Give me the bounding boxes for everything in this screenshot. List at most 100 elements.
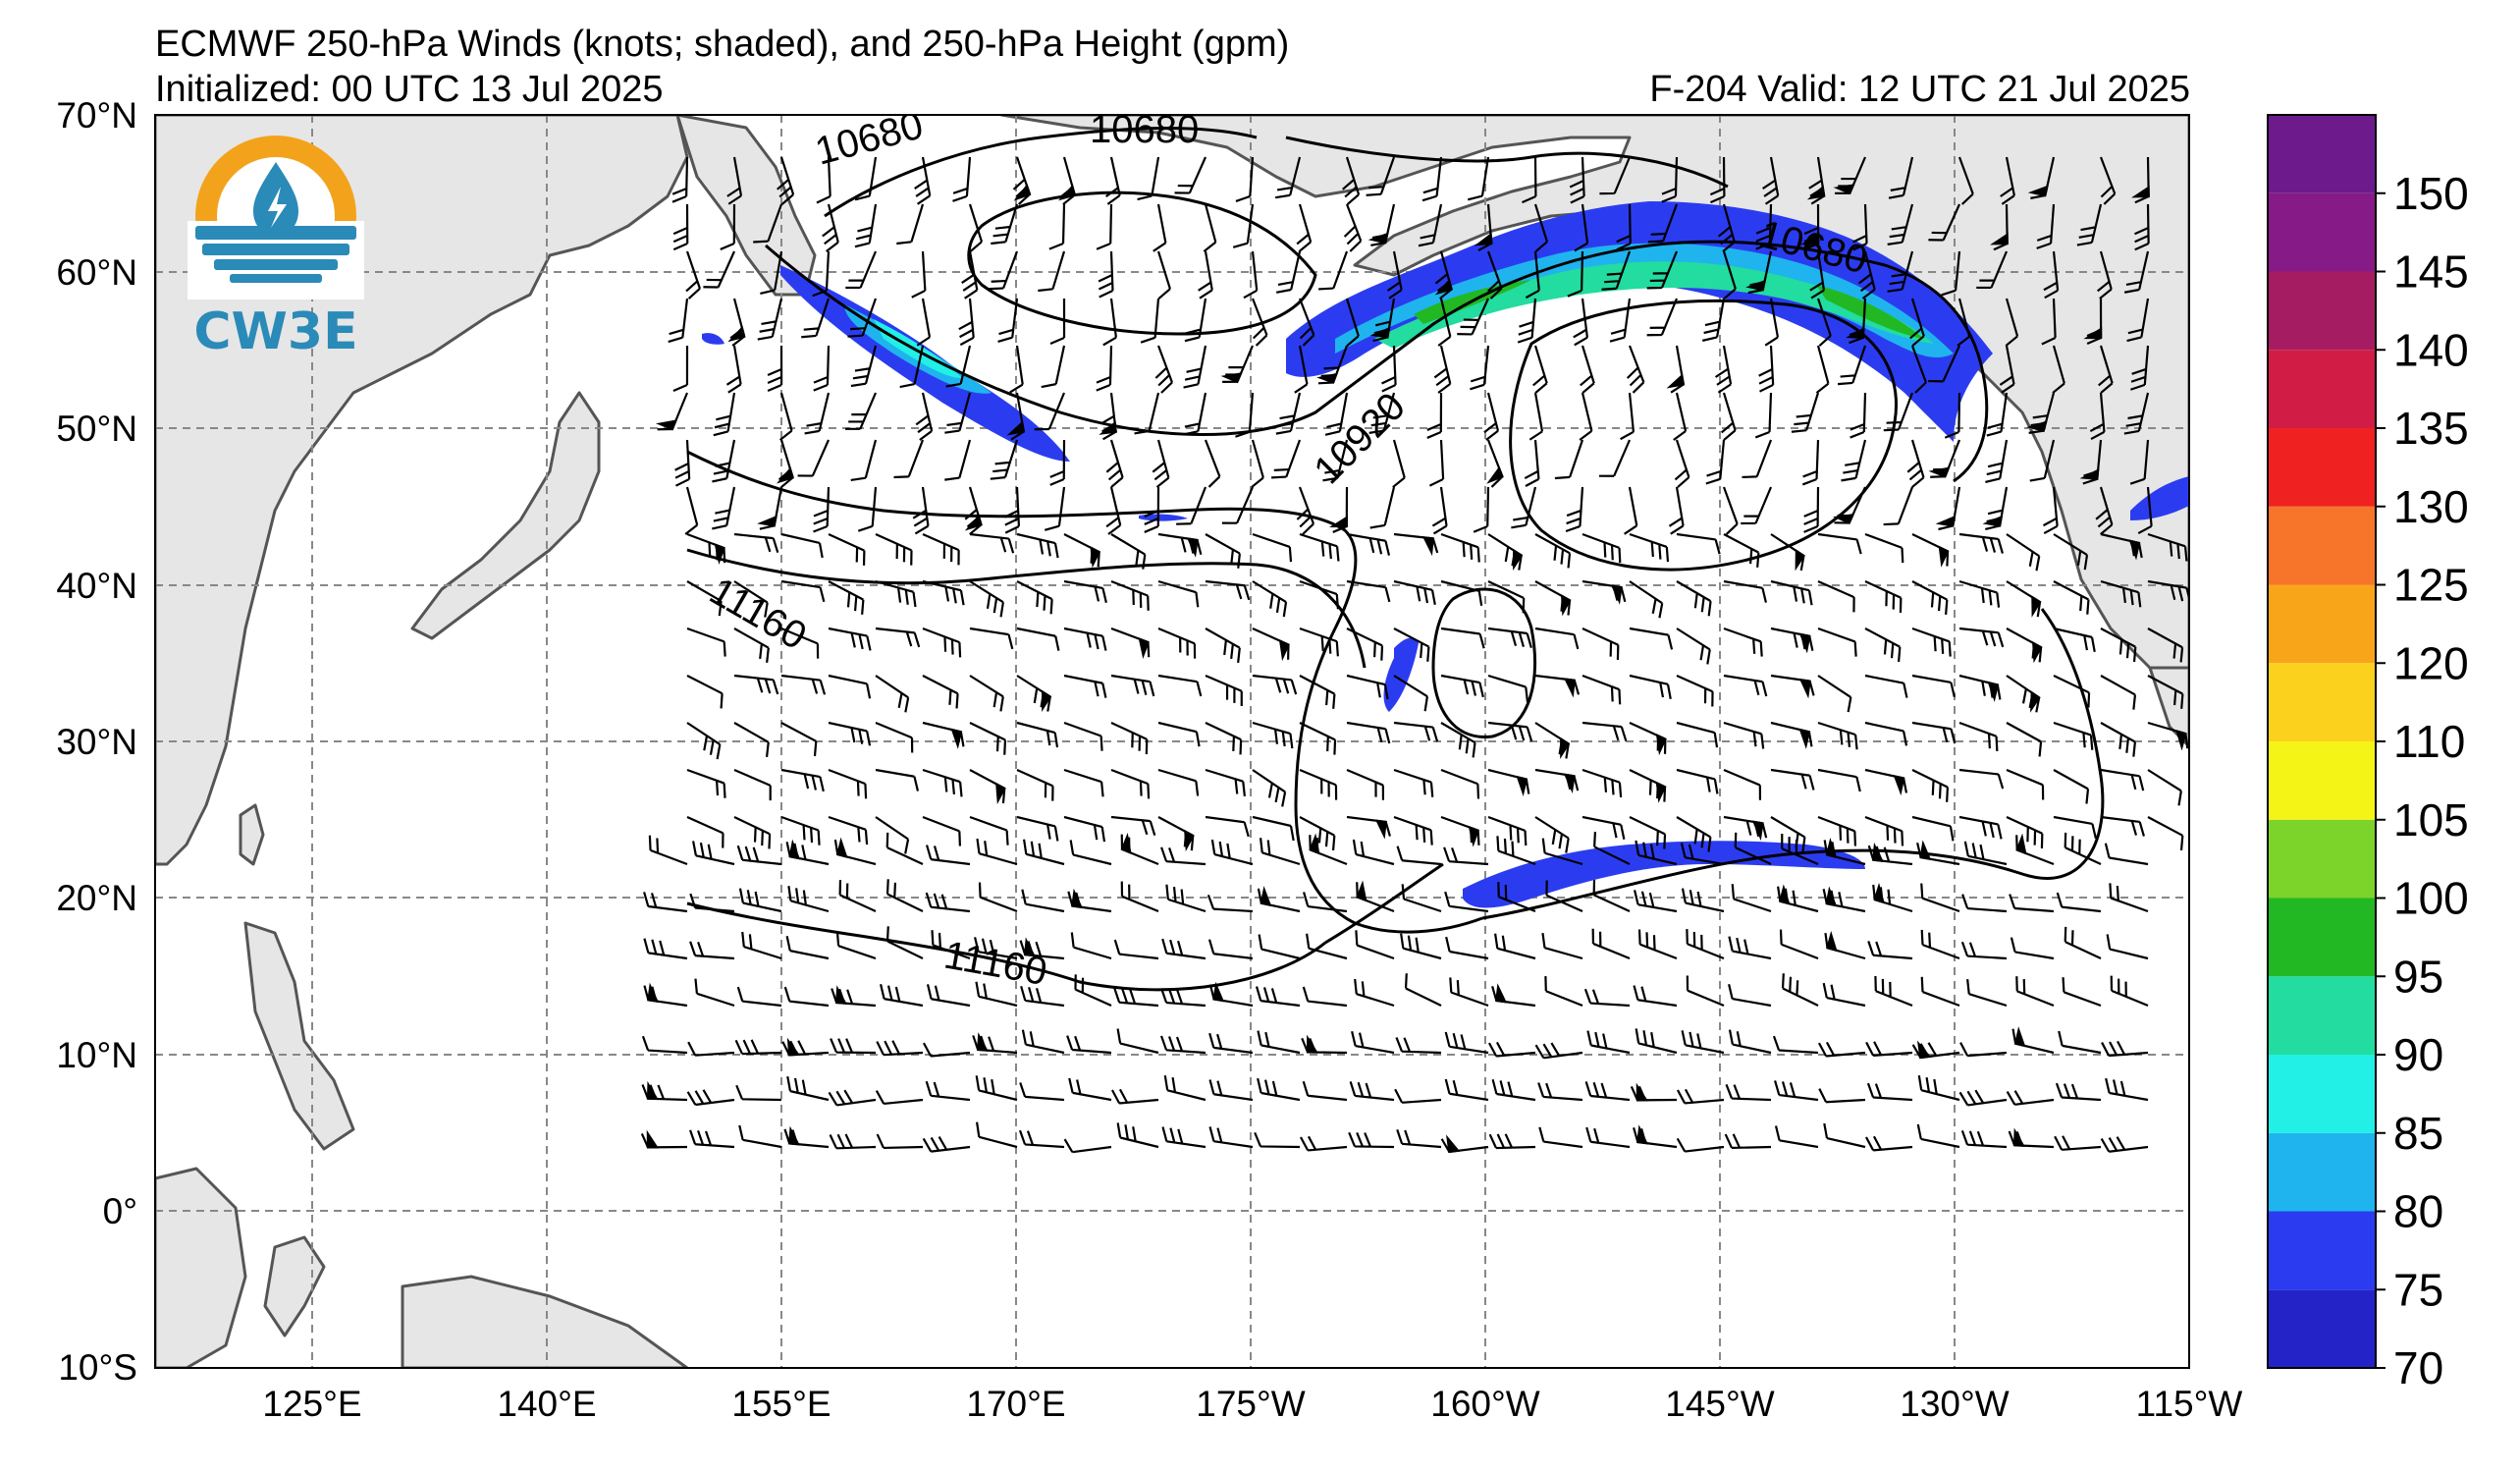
wind-barb (1911, 627, 1952, 657)
lat-label: 60°N (56, 252, 137, 293)
wind-barb (1020, 985, 1065, 1008)
wind-barb (925, 1080, 971, 1102)
wind-barb (1317, 345, 1349, 385)
wind-barb (1850, 392, 1867, 439)
wind-barb (1817, 675, 1852, 713)
wind-barb (1723, 721, 1765, 749)
wind-barb (1205, 627, 1241, 663)
wind-barb (686, 532, 726, 564)
wind-barb (1626, 345, 1645, 394)
wind-barb (733, 532, 779, 554)
wind-barb (1156, 250, 1171, 300)
wind-barb (686, 675, 724, 709)
wind-barb (2053, 533, 2089, 571)
lightning-icon (268, 187, 287, 228)
wind-barb-pennant (1369, 326, 1391, 339)
colorbar-label: 140 (2393, 324, 2469, 375)
wind-barb-pennant (1806, 185, 1826, 200)
colorbar-swatch (2268, 1132, 2376, 1212)
wind-barb (2100, 768, 2145, 791)
jet-streak-bc (2130, 476, 2189, 520)
wind-barb-pennant (2012, 1127, 2025, 1147)
jet-streak-small (1383, 637, 1419, 712)
wind-barb-pennant (835, 837, 848, 858)
wind-barb (1343, 203, 1363, 252)
wind-barb-pennant (950, 728, 963, 749)
wind-barb (1629, 674, 1672, 700)
lat-label: 30°N (56, 722, 137, 762)
wind-barb (1762, 156, 1780, 205)
wind-barb-pennant (1928, 466, 1951, 478)
map-layers: 10680 10680 10680 10920 11160 11160 (155, 115, 2189, 1368)
wind-barb (1574, 203, 1589, 252)
wind-barb (1582, 768, 1623, 798)
wind-barb (1851, 203, 1868, 251)
map-title: ECMWF 250-hPa Winds (knots; shaded), and… (155, 24, 1290, 65)
wind-barb (801, 298, 831, 339)
wind-barb (1781, 833, 1819, 866)
wind-barb (1457, 298, 1490, 336)
wind-barb (1252, 769, 1287, 807)
wind-barb-pennant (1798, 679, 1811, 699)
wind-barb-pennant (1495, 983, 1508, 1004)
wind-barb (1299, 1135, 1348, 1152)
wind-barb (1116, 1028, 1159, 1055)
wind-barb-pennant (1560, 594, 1572, 617)
wind-barb (1487, 627, 1532, 648)
wind-barb (922, 532, 960, 566)
wind-barb (1629, 580, 1664, 619)
wind-barb (828, 627, 872, 651)
wind-barb (1686, 975, 1725, 1008)
wind-barb (1864, 721, 1908, 746)
wind-barb (1157, 674, 1203, 697)
wind-barb (911, 250, 927, 299)
colorbar-swatch (2268, 192, 2376, 272)
wind-barb-pennant (1058, 184, 1077, 201)
wind-barb (1816, 298, 1832, 347)
wind-barb (1437, 298, 1452, 347)
land-mexico (2148, 666, 2189, 748)
wind-barb (1021, 1029, 1065, 1055)
wind-barb (1258, 934, 1301, 960)
wind-barb (969, 532, 1015, 554)
wind-barb (1709, 156, 1726, 204)
wind-barb (1487, 533, 1523, 571)
jet-streak-small3 (1139, 514, 1188, 521)
wind-barb-pennant (787, 1125, 801, 1146)
wind-barb (1817, 721, 1858, 750)
wind-barb-pennant (1795, 549, 1805, 572)
wind-barb (1815, 345, 1830, 394)
contour-southern (686, 901, 1326, 992)
colorbar-swatch (2268, 271, 2376, 351)
wind-barb (1440, 674, 1484, 698)
wind-barb (1958, 674, 2002, 700)
wind-barb (2006, 816, 2044, 848)
wind-barb-pennant (2130, 185, 2150, 198)
lat-label: 10°N (56, 1035, 137, 1075)
wind-barb-pennant (2013, 1026, 2026, 1048)
wind-barb-pennant (834, 985, 848, 1005)
wind-barb (1299, 675, 1336, 709)
wind-barb (914, 156, 932, 205)
colorbar-label: 70 (2393, 1342, 2443, 1393)
wind-barb (1243, 250, 1259, 300)
wind-barb (2006, 533, 2041, 572)
wind-barb-pennant (1826, 930, 1838, 953)
logo-text: CW3E (193, 302, 357, 361)
wind-barb (1985, 439, 2009, 484)
contour-subtropical-ridge (1481, 608, 2105, 920)
wind-barb (1372, 298, 1396, 343)
logo-graphic: CW3E (188, 136, 364, 361)
wind-barb (2130, 345, 2150, 391)
land-sulawesi (263, 1235, 326, 1337)
wind-barb (1961, 894, 2008, 913)
wind-barb (2041, 298, 2057, 346)
land-north-america (999, 115, 2189, 670)
wind-barb (1034, 392, 1066, 431)
wind-barb (1585, 1126, 1631, 1149)
wind-barb (875, 816, 910, 854)
wind-barb-pennant (1278, 638, 1290, 662)
wind-barb (2064, 832, 2102, 865)
wind-barb-pennant (1833, 184, 1855, 195)
wind-barb (2100, 1136, 2149, 1153)
